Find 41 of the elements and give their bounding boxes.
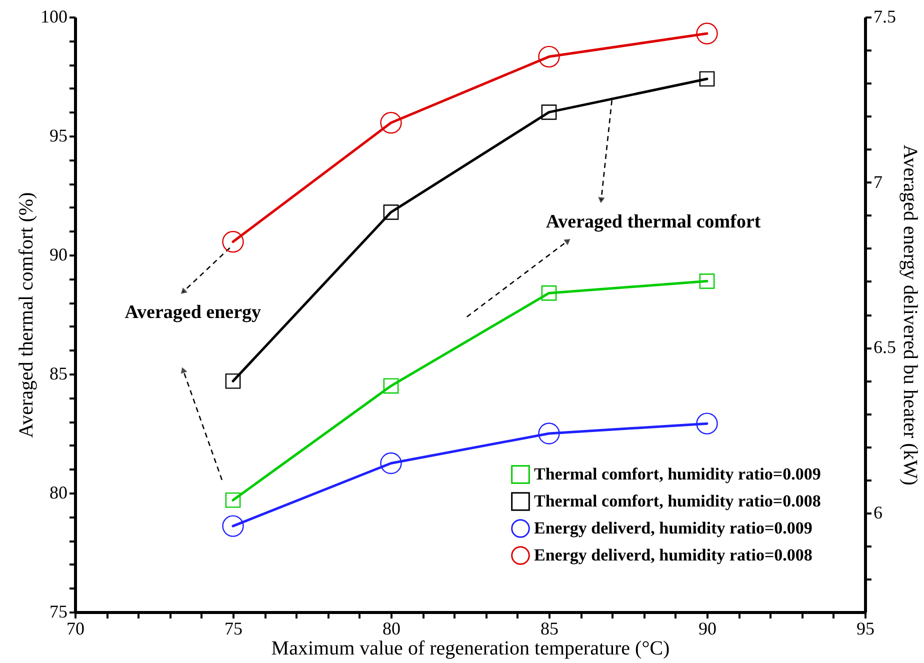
point [380,112,402,134]
y2-tick-label: 7 [874,172,882,192]
legend-label: Thermal comfort, humidity ratio=0.009 [534,464,821,484]
point [696,22,718,44]
point [538,422,560,444]
y2-tick-label: 6 [874,502,882,522]
legend-label: Energy deliverd, humidity ratio=0.009 [534,518,812,538]
x-tick-label: 90 [698,618,716,638]
point [699,71,715,87]
x-tick-label: 70 [66,618,84,638]
point [383,378,399,394]
x-tick-label: 75 [224,618,242,638]
legend-label: Thermal comfort, humidity ratio=0.008 [534,492,821,510]
y-tick-label: 80 [50,482,68,502]
y2-tick-label: 7.5 [874,6,896,26]
point [699,274,715,289]
point [541,104,557,120]
x-tick-label: 85 [540,618,558,638]
point [541,285,557,301]
point [222,515,244,537]
legend-label: Energy deliverd, humidity ratio=0.008 [534,546,812,564]
point [222,230,244,253]
y-tick-label: 100 [40,6,68,26]
y-tick-label: 90 [50,244,68,264]
y-axis-title: Averaged thermal comfort (%) [16,192,38,438]
point [380,452,402,474]
annotation: Averaged energy [124,302,262,324]
y-tick-label: 75 [50,602,68,622]
y-tick-label: 85 [50,364,68,384]
point [225,492,241,508]
y2-tick-label: 6.5 [874,337,896,358]
point [696,412,718,434]
annotation: Averaged thermal comfort [546,212,762,233]
point [225,373,241,389]
x-tick-label: 95 [856,618,874,638]
point [538,46,560,68]
x-tick-label: 80 [382,618,400,638]
x-axis-title: Maximum value of regeneration temperature (°C) [271,638,670,660]
point [383,204,399,220]
y-tick-label: 95 [50,126,68,146]
y2-axis-title: Averaged energy delivered bu heater (kW) [899,144,921,486]
